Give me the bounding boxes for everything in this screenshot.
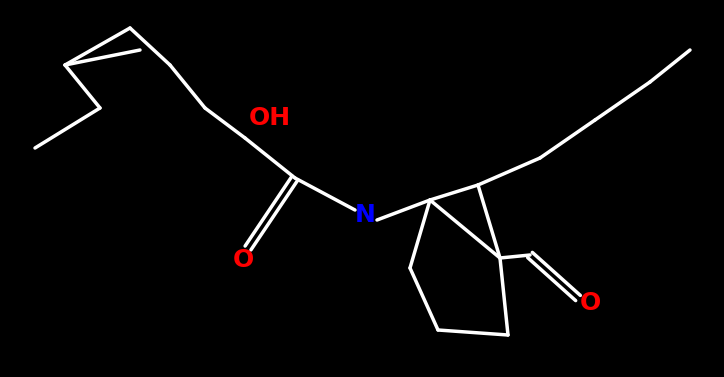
Text: O: O bbox=[579, 291, 601, 315]
Text: N: N bbox=[355, 203, 376, 227]
Text: OH: OH bbox=[249, 106, 291, 130]
Text: O: O bbox=[232, 248, 253, 272]
